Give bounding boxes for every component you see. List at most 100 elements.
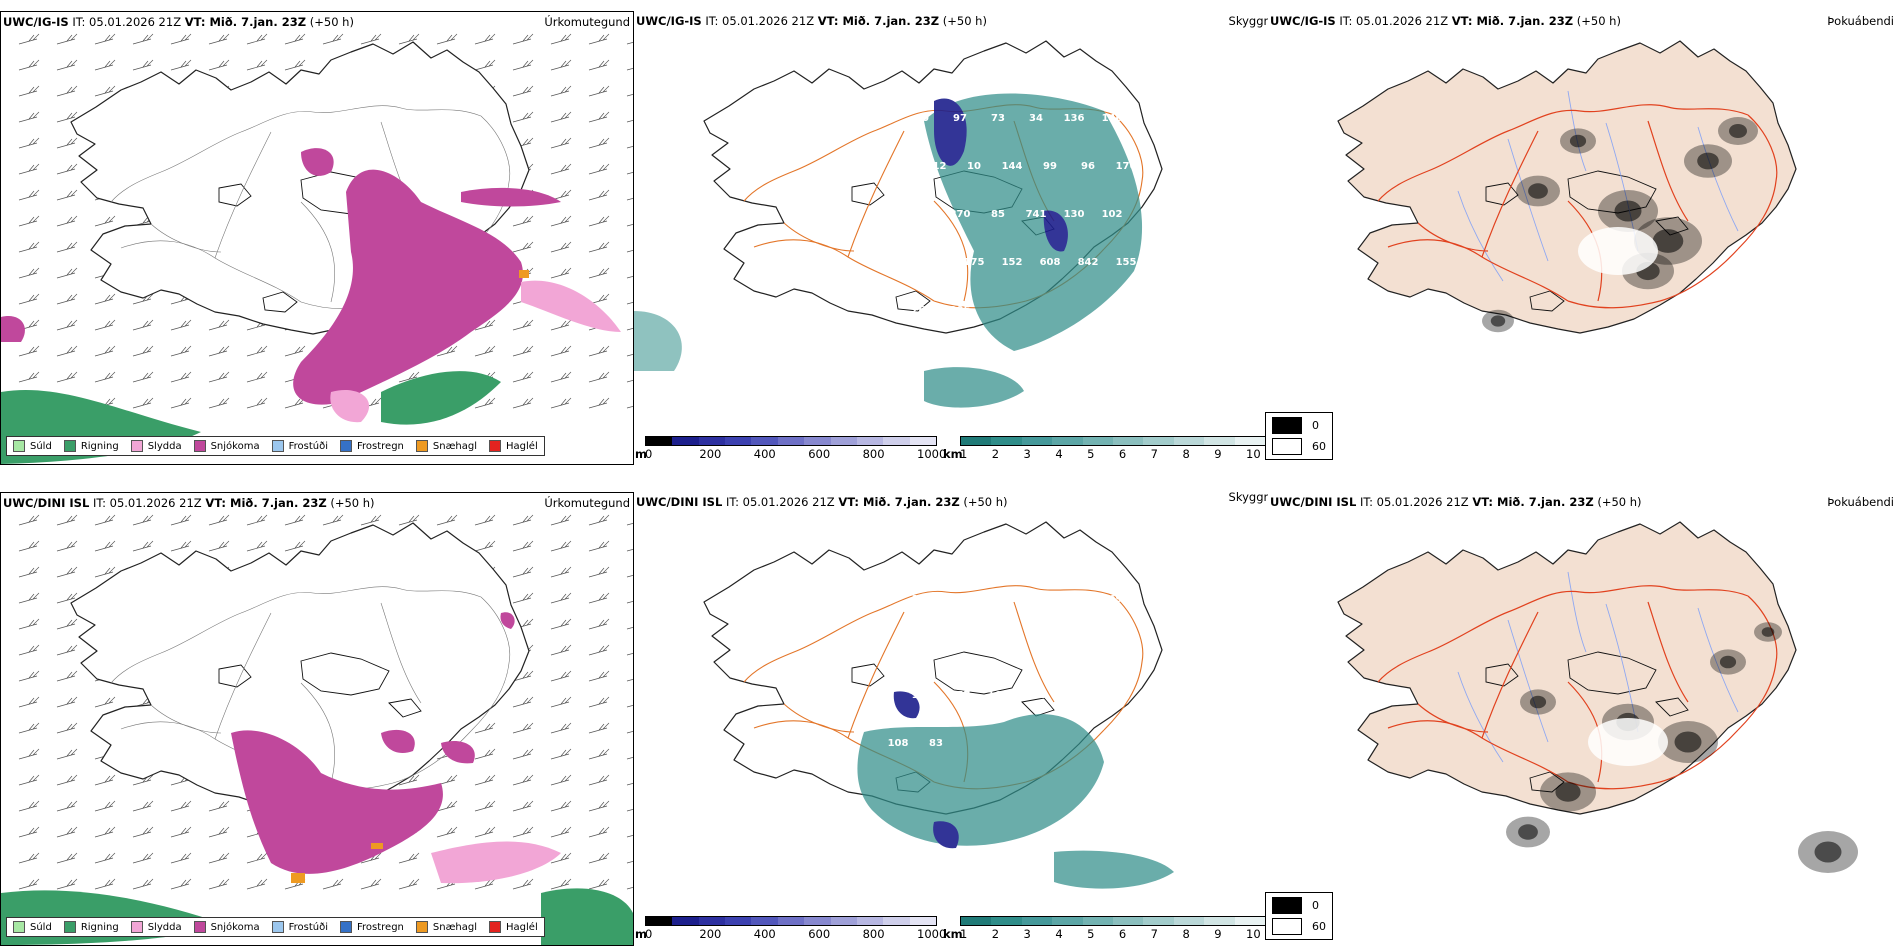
legend-item: Haglél bbox=[489, 440, 538, 452]
precip-legend: Súld Rigning Slydda Snjókoma Frostúði Frostre… bbox=[6, 436, 545, 456]
bottom-cloud-title: Skyggni bbox=[1228, 492, 1268, 504]
ceiling-label: 66 bbox=[1067, 594, 1081, 605]
colorbar-cell bbox=[1173, 437, 1205, 445]
ceiling-label: 242 bbox=[1116, 642, 1137, 653]
legend-label: Frostúði bbox=[288, 921, 328, 933]
ceiling-label: 145 bbox=[912, 690, 933, 701]
colorbar-cell bbox=[830, 917, 857, 925]
colorbar-cell bbox=[751, 437, 778, 445]
snow-area bbox=[381, 729, 415, 753]
ceiling-label: 175 bbox=[964, 257, 985, 268]
ceiling-label: 87 bbox=[915, 209, 929, 220]
model-name: UWC/DINI ISL bbox=[1270, 495, 1357, 509]
colorbar-tick: 800 bbox=[862, 447, 885, 461]
ceiling-unit: m bbox=[635, 447, 647, 461]
road-network bbox=[110, 105, 511, 310]
bottom-cloud-header: UWC/DINI ISL IT: 05.01.2026 21Z VT: Mið.… bbox=[636, 495, 1008, 509]
legend-swatch bbox=[63, 921, 76, 933]
ceiling-label: 89 bbox=[877, 594, 891, 605]
colorbar-cell bbox=[646, 917, 673, 925]
colorbar-tick: 1 bbox=[960, 447, 968, 461]
snow-area bbox=[301, 148, 334, 176]
ceiling-label: 769 bbox=[1102, 594, 1123, 605]
fog-blob bbox=[1528, 183, 1548, 199]
fog-blob bbox=[1569, 134, 1587, 148]
legend-item: Súld bbox=[13, 921, 52, 933]
colorbar-tick: 9 bbox=[1214, 927, 1222, 941]
ceiling-label: 130 bbox=[1064, 209, 1085, 220]
ceiling-labels: 89 121 88 338 286 66 769 11 131 82 126 963 276 242 43 1… bbox=[877, 594, 1136, 749]
colorbar-tick: 5 bbox=[1087, 927, 1095, 941]
fog-blob bbox=[1490, 315, 1506, 327]
cloud-map-bottom: 89 121 88 338 286 66 769 11 131 82 126 963 276 242 43 1… bbox=[703, 521, 1174, 889]
vis-colorbar bbox=[960, 436, 1266, 446]
snow-area bbox=[231, 730, 443, 874]
legend-item: Snjókoma bbox=[193, 921, 260, 933]
colorbar-cell bbox=[804, 437, 831, 445]
colorbar-tick: 7 bbox=[1150, 927, 1158, 941]
ceiling-label: 176 bbox=[1116, 161, 1137, 172]
legend-label: Snjókoma bbox=[210, 440, 260, 452]
ceiling-colorbar bbox=[645, 436, 937, 446]
legend-swatch bbox=[13, 440, 25, 452]
rain-area bbox=[541, 888, 633, 945]
init-time: IT: 05.01.2026 21Z bbox=[705, 14, 815, 28]
ceiling-label: 98 bbox=[877, 113, 891, 124]
colorbar-cell bbox=[991, 437, 1022, 445]
ceiling-label: 103 bbox=[1064, 690, 1085, 701]
ceiling-label: 152 bbox=[1002, 257, 1023, 268]
valid-time: VT: Mið. 7.jan. 23Z bbox=[184, 15, 307, 29]
snow-area bbox=[1, 316, 25, 342]
colorbar-tick: 4 bbox=[1055, 447, 1063, 461]
snow-area bbox=[461, 187, 561, 207]
legend-label: Haglél bbox=[506, 921, 538, 933]
ceiling-label: 43 bbox=[877, 690, 891, 701]
colorbar-cell bbox=[909, 437, 936, 445]
valid-time: VT: Mið. 7.jan. 23Z bbox=[817, 14, 940, 28]
fog-blob bbox=[1729, 124, 1747, 138]
colorbar-tick: 10 bbox=[1246, 447, 1261, 461]
legend-swatch bbox=[193, 921, 206, 933]
colorbar-tick: 200 bbox=[699, 927, 722, 941]
colorbar-tick: 2 bbox=[991, 447, 1000, 461]
colorbar-tick: 200 bbox=[699, 447, 722, 461]
model-name: UWC/DINI ISL bbox=[3, 496, 90, 510]
legend-swatch bbox=[415, 440, 428, 452]
fog-index-areas bbox=[1506, 622, 1858, 873]
low-vis-area bbox=[924, 93, 1143, 351]
ceiling-label: 963 bbox=[1040, 642, 1061, 653]
legend-item: Snæhagl bbox=[415, 440, 477, 452]
legend-swatch bbox=[63, 440, 76, 452]
colorbar-cell bbox=[777, 437, 805, 445]
legend-swatch bbox=[130, 921, 143, 933]
low-ceiling-area bbox=[934, 98, 967, 166]
lead-time: (+50 h) bbox=[330, 496, 375, 510]
legend-swatch bbox=[130, 440, 143, 452]
fog-key-label: 60 bbox=[1312, 920, 1326, 933]
legend-swatch bbox=[340, 440, 352, 452]
cloud-map-top: 98 80 97 73 34 136 146 59 112 10 144 99 96 176 102 87 27… bbox=[634, 40, 1163, 408]
bottom-precip-header: UWC/DINI ISL IT: 05.01.2026 21Z VT: Mið.… bbox=[3, 496, 375, 510]
colorbar-cell bbox=[883, 917, 910, 925]
colorbar-cell bbox=[672, 437, 699, 445]
sleet-area bbox=[431, 841, 561, 884]
road-network bbox=[1377, 104, 1778, 309]
low-vis-area bbox=[857, 714, 1104, 846]
valid-time: VT: Mið. 7.jan. 23Z bbox=[838, 495, 960, 509]
legend-item: Frostúði bbox=[271, 440, 328, 452]
fog-blob bbox=[1652, 229, 1684, 253]
bottom-fog-panel: UWC/DINI ISL IT: 05.01.2026 21Z VT: Mið.… bbox=[1268, 492, 1900, 946]
ceiling-label: 168 bbox=[988, 690, 1009, 701]
vis-unit: km bbox=[943, 927, 963, 941]
ceiling-label: 257 bbox=[950, 690, 971, 701]
ceiling-label: 126 bbox=[1002, 642, 1023, 653]
ceiling-label: 11 bbox=[891, 642, 905, 653]
fog-blob bbox=[1614, 200, 1642, 222]
colorbar-cell bbox=[725, 917, 752, 925]
vis-unit: km bbox=[943, 447, 963, 461]
colorbar-cell bbox=[1143, 917, 1174, 925]
colorbar-tick: 6 bbox=[1118, 927, 1127, 941]
hail-area bbox=[371, 843, 383, 849]
colorbar-tick: 3 bbox=[1023, 447, 1031, 461]
legend-swatch bbox=[271, 921, 284, 933]
